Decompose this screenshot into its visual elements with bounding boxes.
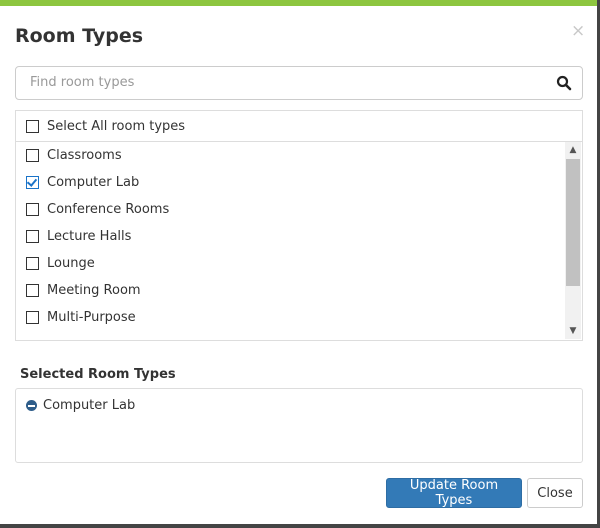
select-all-checkbox[interactable] [26, 119, 39, 133]
room-type-list: Select All room types Classrooms Computer… [15, 110, 583, 341]
item-checkbox[interactable] [26, 257, 39, 270]
item-label: Meeting Room [47, 283, 141, 298]
scroll-down-icon[interactable]: ▼ [569, 326, 577, 336]
item-checkbox[interactable] [26, 284, 39, 297]
list-item[interactable]: Lecture Halls [16, 223, 564, 250]
scrollbar-thumb[interactable] [566, 159, 580, 286]
selected-item: Computer Lab [26, 398, 135, 413]
list-item[interactable]: Multi-Purpose [16, 304, 564, 331]
item-checkbox[interactable] [26, 311, 39, 324]
item-label: Conference Rooms [47, 202, 170, 217]
close-button[interactable]: Close [527, 478, 583, 508]
item-label: Multi-Purpose [47, 310, 136, 325]
list-item[interactable]: Computer Lab [16, 169, 564, 196]
remove-icon[interactable] [26, 400, 37, 411]
selected-item-label: Computer Lab [43, 398, 136, 413]
item-label: Classrooms [47, 148, 122, 163]
close-icon[interactable]: × [571, 21, 586, 41]
accent-bar [0, 0, 597, 6]
item-checkbox[interactable] [26, 176, 39, 189]
update-room-types-button[interactable]: Update Room Types [386, 478, 522, 508]
item-label: Lounge [47, 256, 95, 271]
item-checkbox[interactable] [26, 230, 39, 243]
search-icon[interactable] [556, 75, 572, 91]
item-checkbox[interactable] [26, 149, 39, 162]
search-input[interactable] [28, 74, 552, 91]
select-all-row[interactable]: Select All room types [16, 111, 582, 142]
scroll-up-icon[interactable]: ▲ [569, 145, 577, 155]
selected-list: Computer Lab [15, 388, 583, 463]
select-all-label: Select All room types [47, 118, 186, 134]
selected-heading: Selected Room Types [20, 367, 176, 382]
list-item[interactable]: Classrooms [16, 142, 564, 169]
item-checkbox[interactable] [26, 203, 39, 216]
list-item[interactable]: Meeting Room [16, 277, 564, 304]
list-item[interactable]: Conference Rooms [16, 196, 564, 223]
search-box [15, 66, 583, 100]
item-label: Lecture Halls [47, 229, 132, 244]
item-label: Computer Lab [47, 175, 140, 190]
list-item[interactable]: Lounge [16, 250, 564, 277]
scrollbar[interactable]: ▲ ▼ [565, 142, 581, 339]
modal-title: Room Types [15, 25, 144, 47]
